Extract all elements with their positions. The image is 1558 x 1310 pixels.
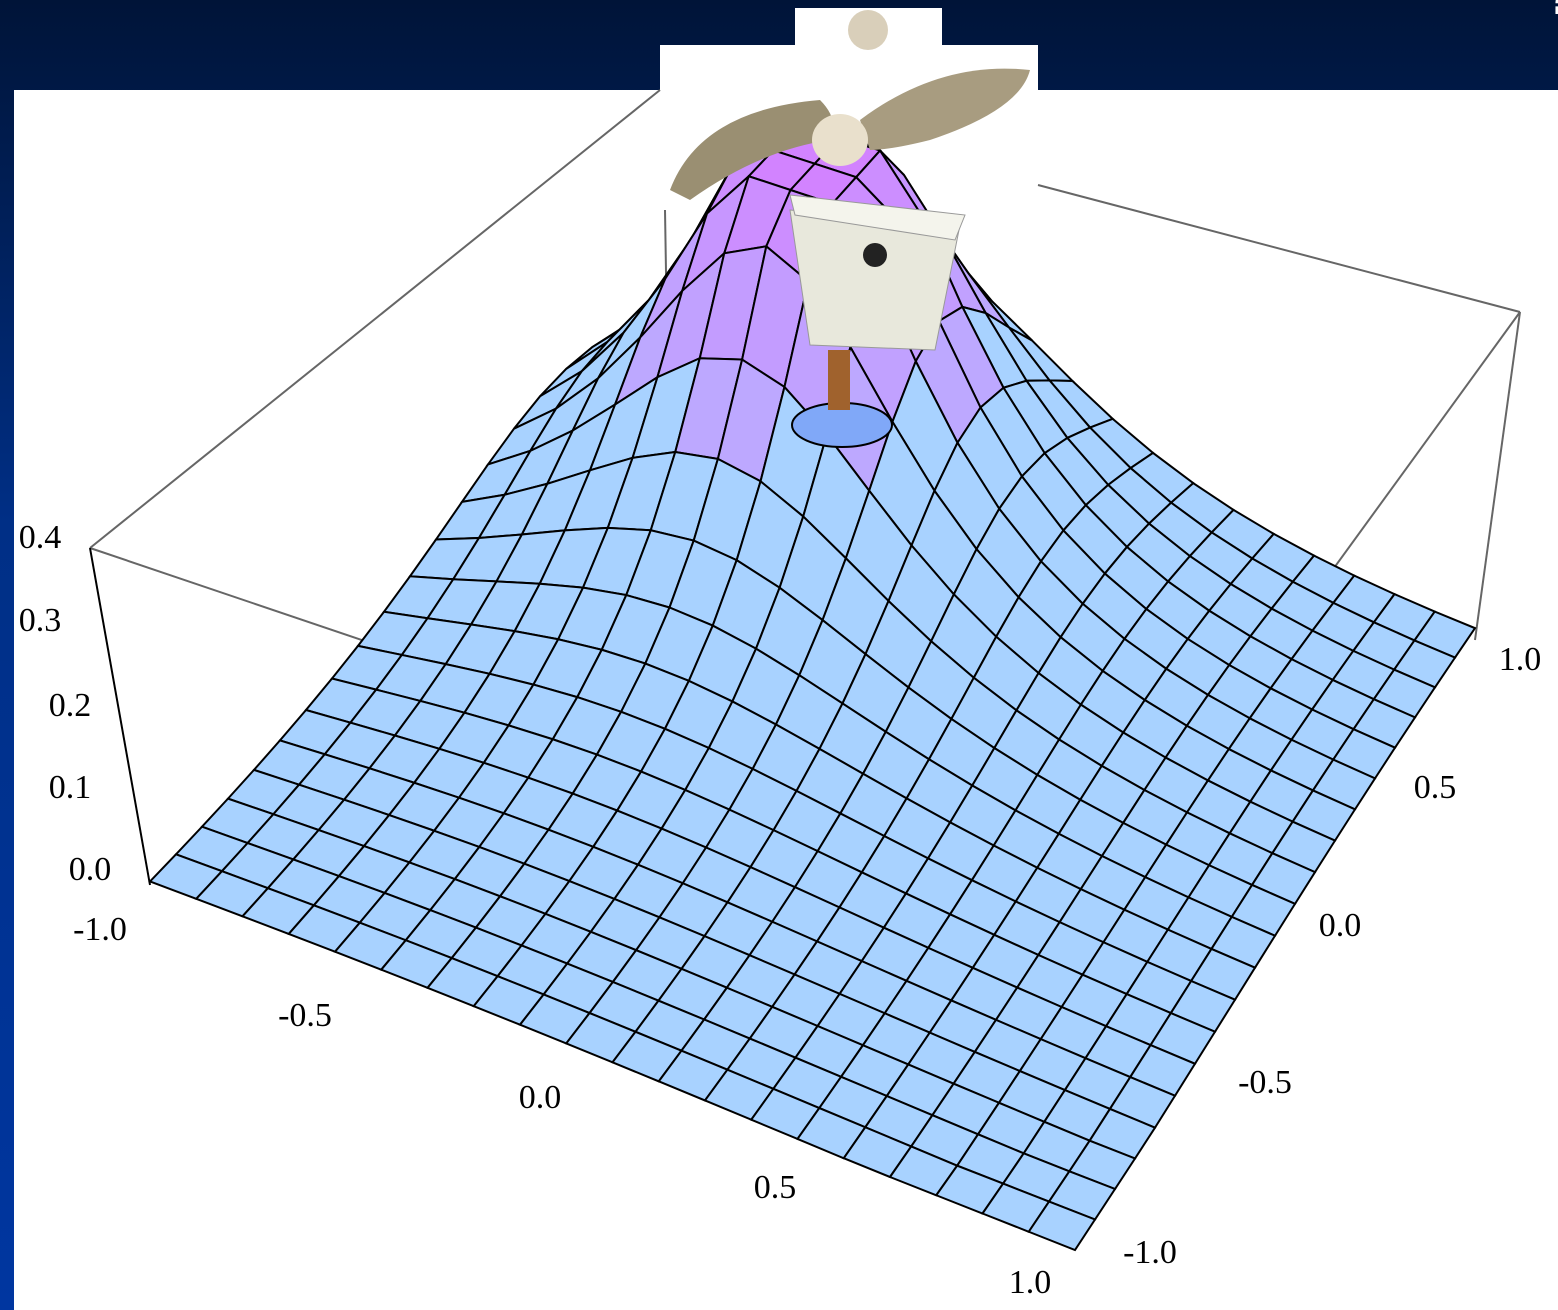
x-tick-label: -1.0 xyxy=(73,911,127,948)
y-tick-label: 0.5 xyxy=(1414,769,1457,806)
y-tick-label: -0.5 xyxy=(1238,1064,1292,1101)
slide-title: בולות מ מה? xyxy=(1548,0,1558,25)
slide: בולות מ מה? 0.4 0.3 0.2 0.1 0.0 -1.0 -0.5 0.0 0.… xyxy=(0,0,1558,1310)
x-tick-label: -0.5 xyxy=(278,997,332,1034)
slide-canvas: בולות מ מה? 0.4 0.3 0.2 0.1 0.0 -1.0 -0.5 0.0 0.… xyxy=(0,0,1558,1310)
y-tick-label: 0.0 xyxy=(1319,907,1362,944)
x-tick-label: 0.5 xyxy=(754,1169,797,1206)
z-tick-label: 0.2 xyxy=(49,687,92,724)
x-tick-label: 0.0 xyxy=(519,1079,562,1116)
z-tick-label: 0.0 xyxy=(69,851,112,888)
z-tick-label: 0.1 xyxy=(49,769,92,806)
y-tick-label: 1.0 xyxy=(1499,641,1542,678)
x-tick-label: 1.0 xyxy=(1009,1264,1052,1301)
z-tick-label: 0.3 xyxy=(19,602,62,639)
z-tick-label: 0.4 xyxy=(19,519,62,556)
y-tick-label: -1.0 xyxy=(1123,1234,1177,1271)
